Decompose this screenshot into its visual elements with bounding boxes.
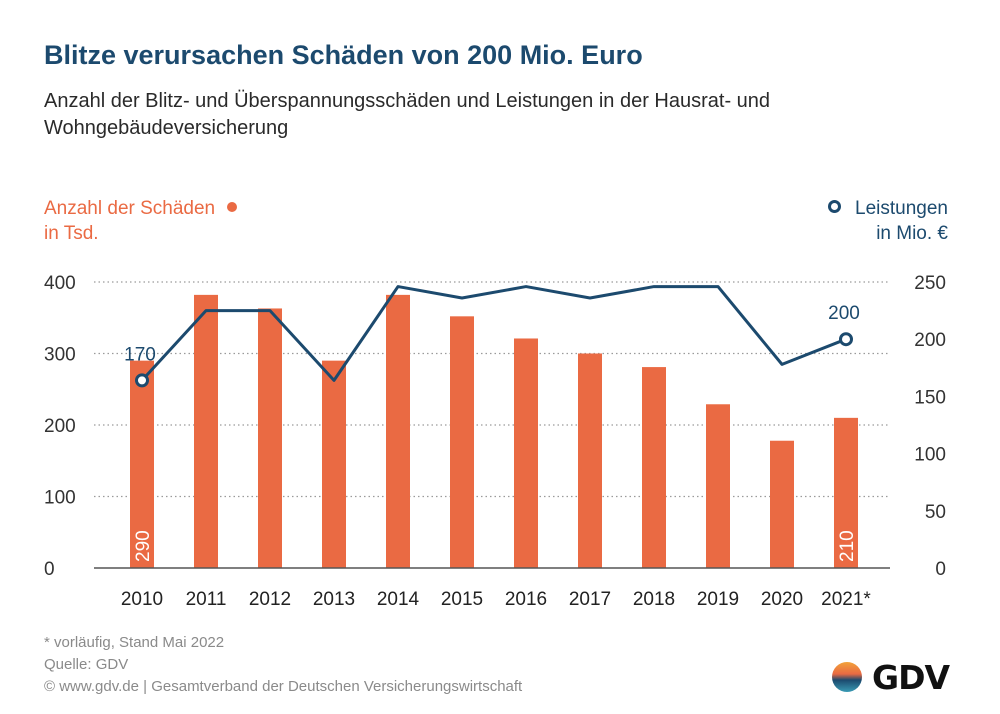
bar [578, 353, 602, 568]
line-series [140, 285, 847, 382]
y-left-tick-label: 100 [44, 488, 76, 509]
bar-value-label: 290 [133, 530, 154, 562]
bar-value-label: 210 [837, 530, 858, 562]
x-tick-label: 2019 [697, 589, 739, 610]
x-tick-label: 2011 [186, 589, 227, 610]
legend-left-label: Anzahl der Schäden [44, 198, 216, 219]
bar [450, 316, 474, 568]
x-tick-label: 2021* [821, 589, 871, 610]
y-left-tick-label: 400 [44, 273, 76, 294]
bar [130, 360, 154, 568]
x-tick-label: 2018 [633, 589, 675, 610]
x-tick-label: 2016 [505, 589, 547, 610]
legend-left-unit: in Tsd. [44, 223, 99, 244]
bar [770, 440, 794, 568]
y-left-tick-label: 200 [44, 416, 76, 437]
gdv-logo-icon [832, 662, 862, 692]
chart-title: Blitze verursachen Schäden von 200 Mio. … [44, 40, 643, 70]
bar [514, 338, 538, 568]
y-right-tick-label: 250 [914, 273, 946, 294]
source-note: Quelle: GDV [44, 656, 129, 673]
x-tick-label: 2012 [249, 589, 291, 610]
legend-right: Leistungen in Mio. € [828, 196, 948, 246]
bar [386, 294, 410, 568]
open-circle-icon [828, 200, 842, 214]
bar [194, 294, 218, 568]
line-value-label: 200 [828, 303, 860, 324]
chart-subtitle: Anzahl der Blitz- und Überspannungsschäd… [44, 90, 771, 139]
x-tick-label: 2020 [761, 589, 803, 610]
line-point-marker [839, 332, 853, 347]
x-tick-label: 2017 [569, 589, 611, 610]
bar [258, 308, 282, 568]
line-point-marker [135, 373, 149, 388]
legend-left: Anzahl der Schäden in Tsd. [44, 196, 238, 246]
legend-right-unit: in Mio. € [876, 223, 948, 244]
bar [642, 367, 666, 568]
copyright-note: © www.gdv.de | Gesamtverband der Deutsch… [44, 678, 523, 695]
y-left-tick-label: 300 [44, 345, 76, 366]
y-left-tick-label: 0 [44, 559, 55, 580]
bar [834, 417, 858, 568]
y-right-tick-label: 200 [914, 330, 946, 351]
y-right-tick-label: 50 [925, 502, 946, 523]
line-value-label: 170 [124, 344, 156, 365]
x-tick-label: 2010 [121, 589, 163, 610]
bar [322, 360, 346, 568]
legend-right-label: Leistungen [855, 198, 948, 219]
bar [706, 404, 730, 568]
y-right-tick-label: 150 [914, 387, 946, 408]
gdv-logo: GDV [832, 658, 956, 698]
x-tick-label: 2013 [313, 589, 355, 610]
y-right-tick-label: 0 [935, 559, 946, 580]
filled-dot-icon [227, 201, 238, 212]
x-tick-label: 2015 [441, 589, 483, 610]
y-right-tick-label: 100 [914, 445, 946, 466]
gdv-logo-text: GDV [872, 658, 950, 697]
footnote: * vorläufig, Stand Mai 2022 [44, 634, 225, 651]
x-tick-label: 2014 [377, 589, 420, 610]
